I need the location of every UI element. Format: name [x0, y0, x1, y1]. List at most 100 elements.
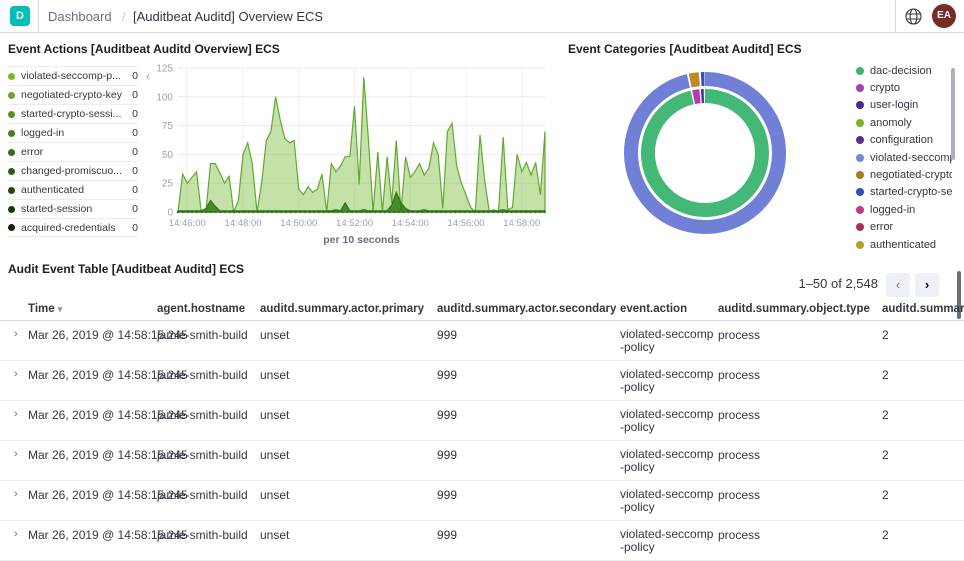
cell-actor-secondary: 999	[437, 528, 458, 542]
donut-slice-violated-seccomp-policy[interactable]	[624, 72, 786, 234]
column-header-time[interactable]: Time ▾	[28, 303, 63, 315]
legend-item-label: user-login	[870, 99, 919, 112]
legend-item-label: started-crypto-sessi...	[21, 108, 122, 120]
legend-item[interactable]: changed-promiscuo... 0	[8, 161, 138, 180]
donut-slice-negotiated-crypto-key[interactable]	[688, 72, 701, 88]
divider	[895, 0, 896, 33]
legend-item-value: 0	[132, 89, 138, 101]
legend-dot-icon	[8, 186, 15, 194]
legend-item[interactable]: error 0	[8, 142, 138, 161]
svg-text:per 10 seconds: per 10 seconds	[323, 234, 400, 246]
legend-item-value: 0	[132, 146, 138, 158]
row-expand-icon[interactable]: ›	[14, 448, 18, 460]
cell-actor-primary: unset	[260, 528, 290, 542]
row-expand-icon[interactable]: ›	[14, 368, 18, 380]
column-header-event-action: event.action	[620, 303, 688, 315]
legend-item[interactable]: user-login	[856, 97, 952, 114]
svg-text:14:46:00: 14:46:00	[169, 218, 206, 229]
cell-event-action: violated-seccomp-policy	[620, 327, 714, 354]
row-expand-icon[interactable]: ›	[14, 328, 18, 340]
legend-dot-icon	[856, 205, 864, 214]
cell-event-action: violated-seccomp-policy	[620, 447, 714, 474]
legend-collapse-icon[interactable]: ‹	[146, 69, 150, 83]
legend-item[interactable]: logged-in 0	[8, 123, 138, 142]
legend-item-label: dac-decision	[870, 64, 932, 77]
column-header-auditd-summary-object-type: auditd.summary.object.type	[718, 303, 870, 315]
svg-text:14:52:00: 14:52:00	[336, 218, 373, 229]
donut-slice-dac-decision[interactable]	[641, 89, 769, 217]
breadcrumb[interactable]: Dashboard	[48, 9, 112, 24]
legend-item-label: violated-seccomp...	[870, 151, 952, 164]
sort-descending-icon[interactable]: ▾	[57, 304, 63, 314]
row-expand-icon[interactable]: ›	[14, 408, 18, 420]
legend-scrollbar[interactable]	[951, 68, 955, 160]
legend-item-label: authenticated	[21, 184, 85, 196]
row-expand-icon[interactable]: ›	[14, 528, 18, 540]
legend-item-value: 0	[132, 184, 138, 196]
donut-slice-crypto[interactable]	[692, 89, 701, 105]
svg-text:14:48:00: 14:48:00	[225, 218, 262, 229]
event-actions-panel-title: Event Actions [Auditbeat Auditd Overview…	[8, 42, 280, 56]
app-logo[interactable]: D	[10, 6, 30, 26]
cell-time: Mar 26, 2019 @ 14:58:15.245	[28, 448, 188, 462]
legend-item[interactable]: authenticated	[856, 236, 952, 253]
table-scrollbar[interactable]	[957, 271, 961, 319]
legend-item-value: 0	[132, 165, 138, 177]
svg-text:14:54:00: 14:54:00	[392, 218, 429, 229]
pagination-next-button[interactable]: ›	[915, 273, 939, 297]
legend-item-label: anomoly	[870, 116, 912, 129]
legend-item[interactable]: logged-in	[856, 201, 952, 218]
table-row: › Mar 26, 2019 @ 14:58:15.245 jamie-smith-…	[0, 321, 964, 361]
cell-summary: 2	[882, 368, 889, 382]
pagination-prev-button[interactable]: ‹	[886, 273, 910, 297]
legend-dot-icon	[856, 188, 864, 197]
legend-dot-icon	[8, 72, 15, 80]
table-row: › Mar 26, 2019 @ 14:58:15.245 jamie-smith-…	[0, 481, 964, 521]
cell-summary: 2	[882, 328, 889, 342]
legend-item[interactable]: negotiated-crypto-key 0	[8, 85, 138, 104]
column-header-auditd-summary-actor-primary: auditd.summary.actor.primary	[260, 303, 425, 315]
svg-text:14:56:00: 14:56:00	[448, 218, 485, 229]
legend-dot-icon	[856, 66, 864, 75]
event-actions-area-chart[interactable]: 0 25 50 75 100 125 14:46:00 14:48:00 14:50:00 14:…	[140, 60, 554, 252]
legend-item[interactable]: negotiated-crypto...	[856, 166, 952, 183]
svg-text:50: 50	[162, 150, 174, 161]
cell-time: Mar 26, 2019 @ 14:58:15.245	[28, 328, 188, 342]
event-categories-donut-chart[interactable]	[600, 58, 820, 254]
legend-item-value: 0	[132, 221, 138, 234]
legend-item[interactable]: crypto	[856, 79, 952, 96]
legend-item[interactable]: started-session 0	[8, 199, 138, 218]
cell-hostname: jamie-smith-build	[157, 328, 248, 342]
cell-actor-secondary: 999	[437, 448, 458, 462]
user-avatar[interactable]: EA	[932, 4, 956, 28]
cell-event-action: violated-seccomp-policy	[620, 527, 714, 554]
cell-actor-primary: unset	[260, 448, 290, 462]
divider	[38, 0, 39, 33]
legend-item-label: negotiated-crypto...	[870, 169, 952, 182]
cell-actor-primary: unset	[260, 328, 290, 342]
legend-item-value: 0	[132, 70, 138, 82]
svg-text:25: 25	[162, 179, 174, 190]
top-bar: D Dashboard / [Auditbeat Auditd] Overvie…	[0, 0, 964, 33]
row-expand-icon[interactable]: ›	[14, 488, 18, 500]
legend-item-label: negotiated-crypto-key	[21, 89, 122, 101]
legend-item[interactable]: dac-decision	[856, 62, 952, 79]
legend-item[interactable]: error	[856, 219, 952, 236]
legend-dot-icon	[856, 153, 864, 162]
legend-item-label: configuration	[870, 134, 933, 147]
legend-item[interactable]: authenticated 0	[8, 180, 138, 199]
svg-text:14:50:00: 14:50:00	[280, 218, 317, 229]
breadcrumb-separator: /	[122, 9, 126, 24]
legend-dot-icon	[856, 171, 864, 180]
legend-item[interactable]: violated-seccomp...	[856, 149, 952, 166]
legend-item[interactable]: started-crypto-se...	[856, 184, 952, 201]
table-row: › Mar 26, 2019 @ 14:58:15.245 jamie-smith-…	[0, 401, 964, 441]
globe-icon[interactable]	[905, 8, 922, 25]
legend-item[interactable]: violated-seccomp-p... 0	[8, 66, 138, 85]
legend-item[interactable]: acquired-credentials 0	[8, 218, 138, 237]
legend-item[interactable]: started-crypto-sessi... 0	[8, 104, 138, 123]
table-header-row: Time ▾ agent.hostname auditd.summary.actor.…	[0, 300, 964, 321]
legend-item[interactable]: configuration	[856, 132, 952, 149]
legend-item[interactable]: anomoly	[856, 114, 952, 131]
